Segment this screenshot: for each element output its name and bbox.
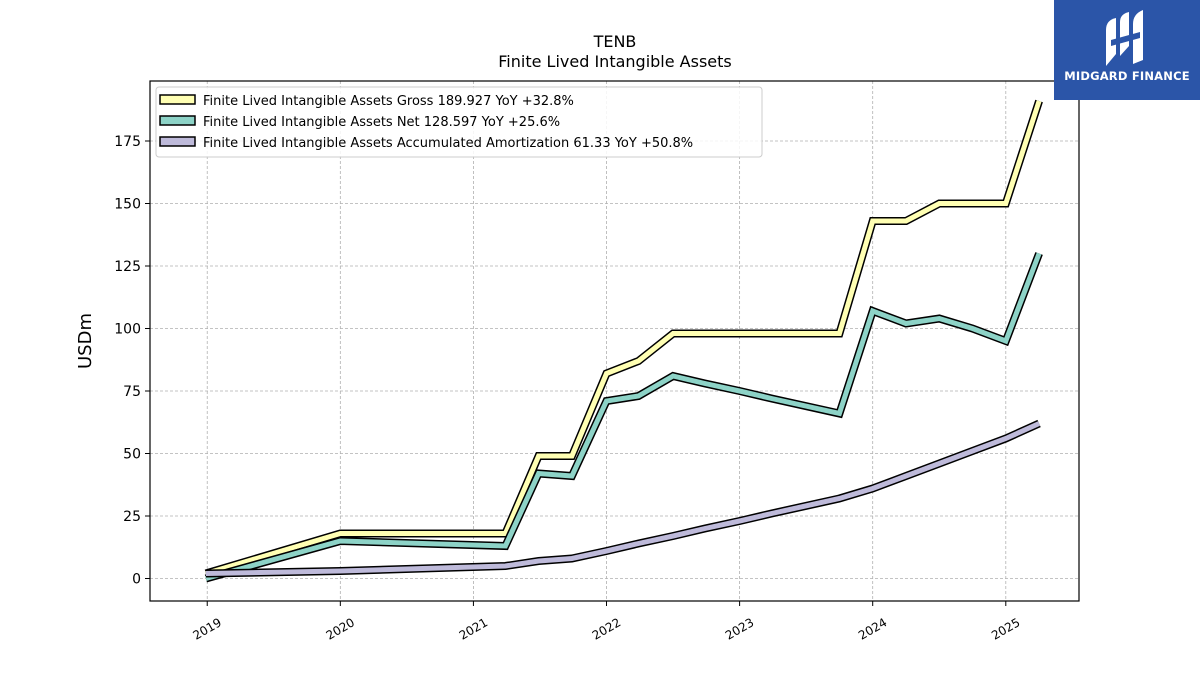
chart-subtitle: Finite Lived Intangible Assets [498,52,731,71]
plot-area [204,99,1043,583]
y-tick-label: 175 [114,134,141,150]
y-tick-label: 75 [123,384,141,400]
legend-label: Finite Lived Intangible Assets Net 128.5… [203,115,560,130]
legend-swatch [159,136,196,147]
legend-swatch [159,94,196,105]
legend-label: Finite Lived Intangible Assets Accumulat… [203,136,693,151]
y-tick-label: 0 [132,572,141,588]
grid [150,81,1079,601]
logo-mark-icon [1106,10,1143,66]
x-tick-label: 2023 [723,615,756,642]
x-axis: 2019 2020 2021 2022 2023 2024 2025 [191,601,1023,643]
series-line [205,100,1042,576]
x-tick-label: 2021 [457,615,490,642]
x-tick-label: 2024 [856,615,889,642]
y-axis-label: USDm [75,313,96,369]
y-tick-label: 150 [114,197,141,213]
legend-swatch [159,115,196,126]
y-tick-label: 25 [123,509,141,525]
series-line-outline [205,419,1041,578]
brand-logo: MIDGARD FINANCE [1054,0,1200,100]
plot-frame [149,80,1080,602]
legend-box [155,86,763,158]
x-tick-label: 2020 [324,615,357,642]
x-tick-label: 2019 [191,615,224,642]
series-line-outline [204,252,1043,583]
y-axis: 0 25 50 75 100 125 150 175 [114,134,150,588]
series-line [205,252,1042,581]
legend: Finite Lived Intangible Assets Gross 189… [155,86,763,158]
brand-name: MIDGARD FINANCE [1064,69,1190,83]
series-line [205,421,1041,576]
y-tick-label: 50 [123,447,141,463]
chart-title: TENB [593,32,637,51]
x-tick-label: 2025 [989,615,1022,642]
y-tick-label: 100 [114,322,141,338]
y-tick-label: 125 [114,259,141,275]
series-line-outline [204,99,1043,578]
x-tick-label: 2022 [590,615,623,642]
legend-label: Finite Lived Intangible Assets Gross 189… [203,94,574,109]
